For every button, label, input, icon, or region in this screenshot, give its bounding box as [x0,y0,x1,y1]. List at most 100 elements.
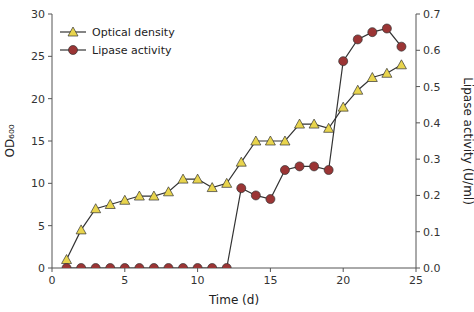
series-marker [62,264,71,269]
y-tick [48,183,52,184]
x-tick [52,268,53,272]
series-marker [208,264,217,269]
series-marker [310,162,319,171]
y2-tick [416,195,420,196]
series-marker [91,204,101,213]
y-tick [48,98,52,99]
series-marker [251,136,261,145]
series-marker [91,264,100,269]
series-marker [295,162,304,171]
y2-tick [416,159,420,160]
y-tick [48,56,52,57]
series-marker [309,119,319,128]
legend-marker [68,27,78,36]
series-marker [149,264,158,269]
series-marker [222,178,232,187]
y2-tick-label: 0.6 [423,44,441,57]
y2-tick-label: 0.1 [423,226,441,239]
y-tick [48,225,52,226]
series-line [67,29,402,268]
y2-tick [416,50,420,51]
series-marker [397,42,406,51]
series-marker [193,174,203,183]
y2-tick [416,122,420,123]
chart: 05101520250510152025300.00.10.20.30.40.5… [0,0,474,312]
series-marker [324,166,333,175]
x-tick [270,268,271,272]
x-tick [416,268,417,272]
y-tick [48,141,52,142]
series-marker [120,264,129,269]
series-marker [76,225,86,234]
series-marker [105,200,115,209]
series-marker [193,264,202,269]
series-marker [295,119,305,128]
x-tick-label: 5 [121,274,128,287]
y-tick-label: 20 [31,93,45,106]
series-marker [338,102,348,111]
series-marker [265,136,275,145]
y2-tick-label: 0.0 [423,262,441,275]
x-tick-label: 10 [191,274,205,287]
y2-axis-label: Lipase activity (U/ml) [461,77,474,205]
series-marker [368,28,377,37]
y-axis-label: OD₆₀₀ [3,124,17,157]
series-marker [134,191,144,200]
x-tick [343,268,344,272]
series-marker [251,191,260,200]
y2-tick-label: 0.2 [423,189,441,202]
series-marker [324,123,334,132]
series-marker [396,60,406,69]
y-tick-label: 0 [38,262,45,275]
x-axis-label: Time (d) [208,293,259,307]
y2-tick [416,14,420,15]
series-marker [106,264,115,269]
y-tick-label: 15 [31,135,45,148]
series-marker [222,264,231,269]
y2-tick-label: 0.7 [423,8,441,21]
series-marker [164,264,173,269]
series-marker [77,264,86,269]
y-tick-label: 25 [31,50,45,63]
series-marker [179,264,188,269]
y-tick-label: 30 [31,8,45,21]
series-marker [207,183,217,192]
plot-area [62,24,407,268]
y2-tick-label: 0.4 [423,117,441,130]
y-tick [48,14,52,15]
y2-axis-line [416,14,417,268]
x-tick-label: 15 [263,274,277,287]
series-marker [149,191,159,200]
x-tick [197,268,198,272]
y-tick-label: 10 [31,177,45,190]
series-marker [382,68,392,77]
y-tick [48,268,52,269]
x-tick-label: 0 [49,274,56,287]
legend-label: Lipase activity [92,44,172,57]
series-marker [236,157,246,166]
series-marker [280,166,289,175]
series-marker [237,184,246,193]
series-marker [178,174,188,183]
y-tick-label: 5 [38,220,45,233]
series-marker [266,195,275,204]
series-marker [353,85,363,94]
series-marker [382,24,391,33]
legend: Optical density Lipase activity [60,26,175,57]
x-tick [124,268,125,272]
series-marker [353,35,362,44]
series-marker [163,187,173,196]
legend-label: Optical density [92,26,175,39]
series-marker [280,136,290,145]
y2-tick-label: 0.3 [423,153,441,166]
y2-tick [416,86,420,87]
series-marker [339,57,348,66]
legend-marker [69,46,78,55]
y2-tick [416,268,420,269]
series-marker [62,255,72,264]
y2-tick-label: 0.5 [423,81,441,94]
y2-tick [416,231,420,232]
x-tick-label: 25 [409,274,423,287]
series-marker [367,73,377,82]
series-marker [135,264,144,269]
